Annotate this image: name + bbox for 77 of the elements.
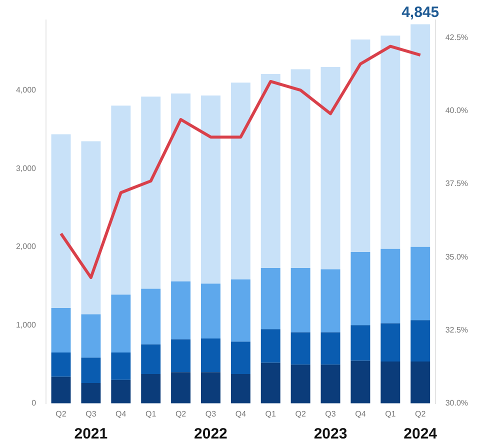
x-tick-label: Q4 xyxy=(235,409,247,418)
y2-tick-label: 35.0% xyxy=(445,252,468,262)
bar xyxy=(290,364,310,404)
y-tick-label: 4,000 xyxy=(16,86,37,95)
bar xyxy=(380,323,400,362)
bar xyxy=(410,362,430,404)
bar xyxy=(290,332,310,365)
bar xyxy=(410,246,430,320)
bar xyxy=(320,269,340,332)
y2-tick-label: 37.5% xyxy=(445,179,468,188)
bar xyxy=(111,352,131,380)
bar xyxy=(141,288,161,344)
bar xyxy=(141,344,161,374)
x-tick-label: Q1 xyxy=(265,409,276,418)
bar xyxy=(350,325,370,361)
bar xyxy=(230,342,250,374)
bar xyxy=(200,372,220,404)
y2-tick-label: 42.5% xyxy=(445,32,468,42)
bar xyxy=(290,69,310,268)
annotation: 4,845 xyxy=(402,4,440,21)
x-tick-label: Q4 xyxy=(116,409,127,418)
bar xyxy=(230,82,250,280)
bar xyxy=(200,96,220,284)
category-label: Q2 2024 xyxy=(404,409,438,443)
bar xyxy=(320,364,340,404)
bar xyxy=(350,252,370,326)
bar xyxy=(141,374,161,404)
bar xyxy=(380,36,400,249)
bar xyxy=(380,248,400,324)
bar xyxy=(200,338,220,372)
y2-tick-label: 40.0% xyxy=(445,106,468,115)
bar xyxy=(111,294,131,353)
bar xyxy=(230,279,250,342)
y-tick-label: 2,000 xyxy=(16,242,37,252)
y-tick-label: 0 xyxy=(32,398,37,408)
bar xyxy=(260,329,280,363)
bar xyxy=(260,362,280,404)
x-tick-label: Q2 xyxy=(56,409,67,418)
bar xyxy=(81,141,101,314)
bar xyxy=(171,281,191,340)
bar xyxy=(350,360,370,404)
category-label: Q3 2022 xyxy=(194,409,228,443)
bar xyxy=(230,374,250,404)
bar xyxy=(350,40,370,252)
bar xyxy=(81,383,101,404)
bar xyxy=(320,332,340,365)
x-tick-label: Q2 xyxy=(175,409,187,418)
y2-tick-label: 30.0% xyxy=(445,398,468,408)
bar xyxy=(200,284,220,338)
bar xyxy=(111,106,131,295)
bar xyxy=(51,352,71,377)
bar xyxy=(51,308,71,353)
bar xyxy=(51,376,71,404)
y2-tick-label: 32.5% xyxy=(445,325,468,334)
x-tick-label: Q2 xyxy=(295,409,306,418)
x-tick-label: Q1 xyxy=(145,409,157,418)
bar xyxy=(290,268,310,332)
bar xyxy=(81,358,101,384)
x-tick-label: Q1 xyxy=(385,409,396,418)
bar xyxy=(260,74,280,268)
x-tick-label: Q4 xyxy=(355,409,366,418)
y-tick-label: 1,000 xyxy=(16,320,37,330)
bar xyxy=(111,380,131,404)
category-label: Q3 2021 xyxy=(74,409,108,443)
category-label: Q3 2023 xyxy=(314,409,348,443)
bar xyxy=(171,94,191,282)
bar xyxy=(81,314,101,358)
bar xyxy=(171,372,191,404)
bar xyxy=(141,96,161,289)
bar xyxy=(51,134,71,308)
bar xyxy=(380,362,400,404)
y-tick-label: 3,000 xyxy=(16,164,37,173)
bar xyxy=(410,24,430,247)
bar xyxy=(410,320,430,362)
bar xyxy=(260,268,280,330)
bar xyxy=(171,339,191,372)
bar xyxy=(320,66,340,270)
